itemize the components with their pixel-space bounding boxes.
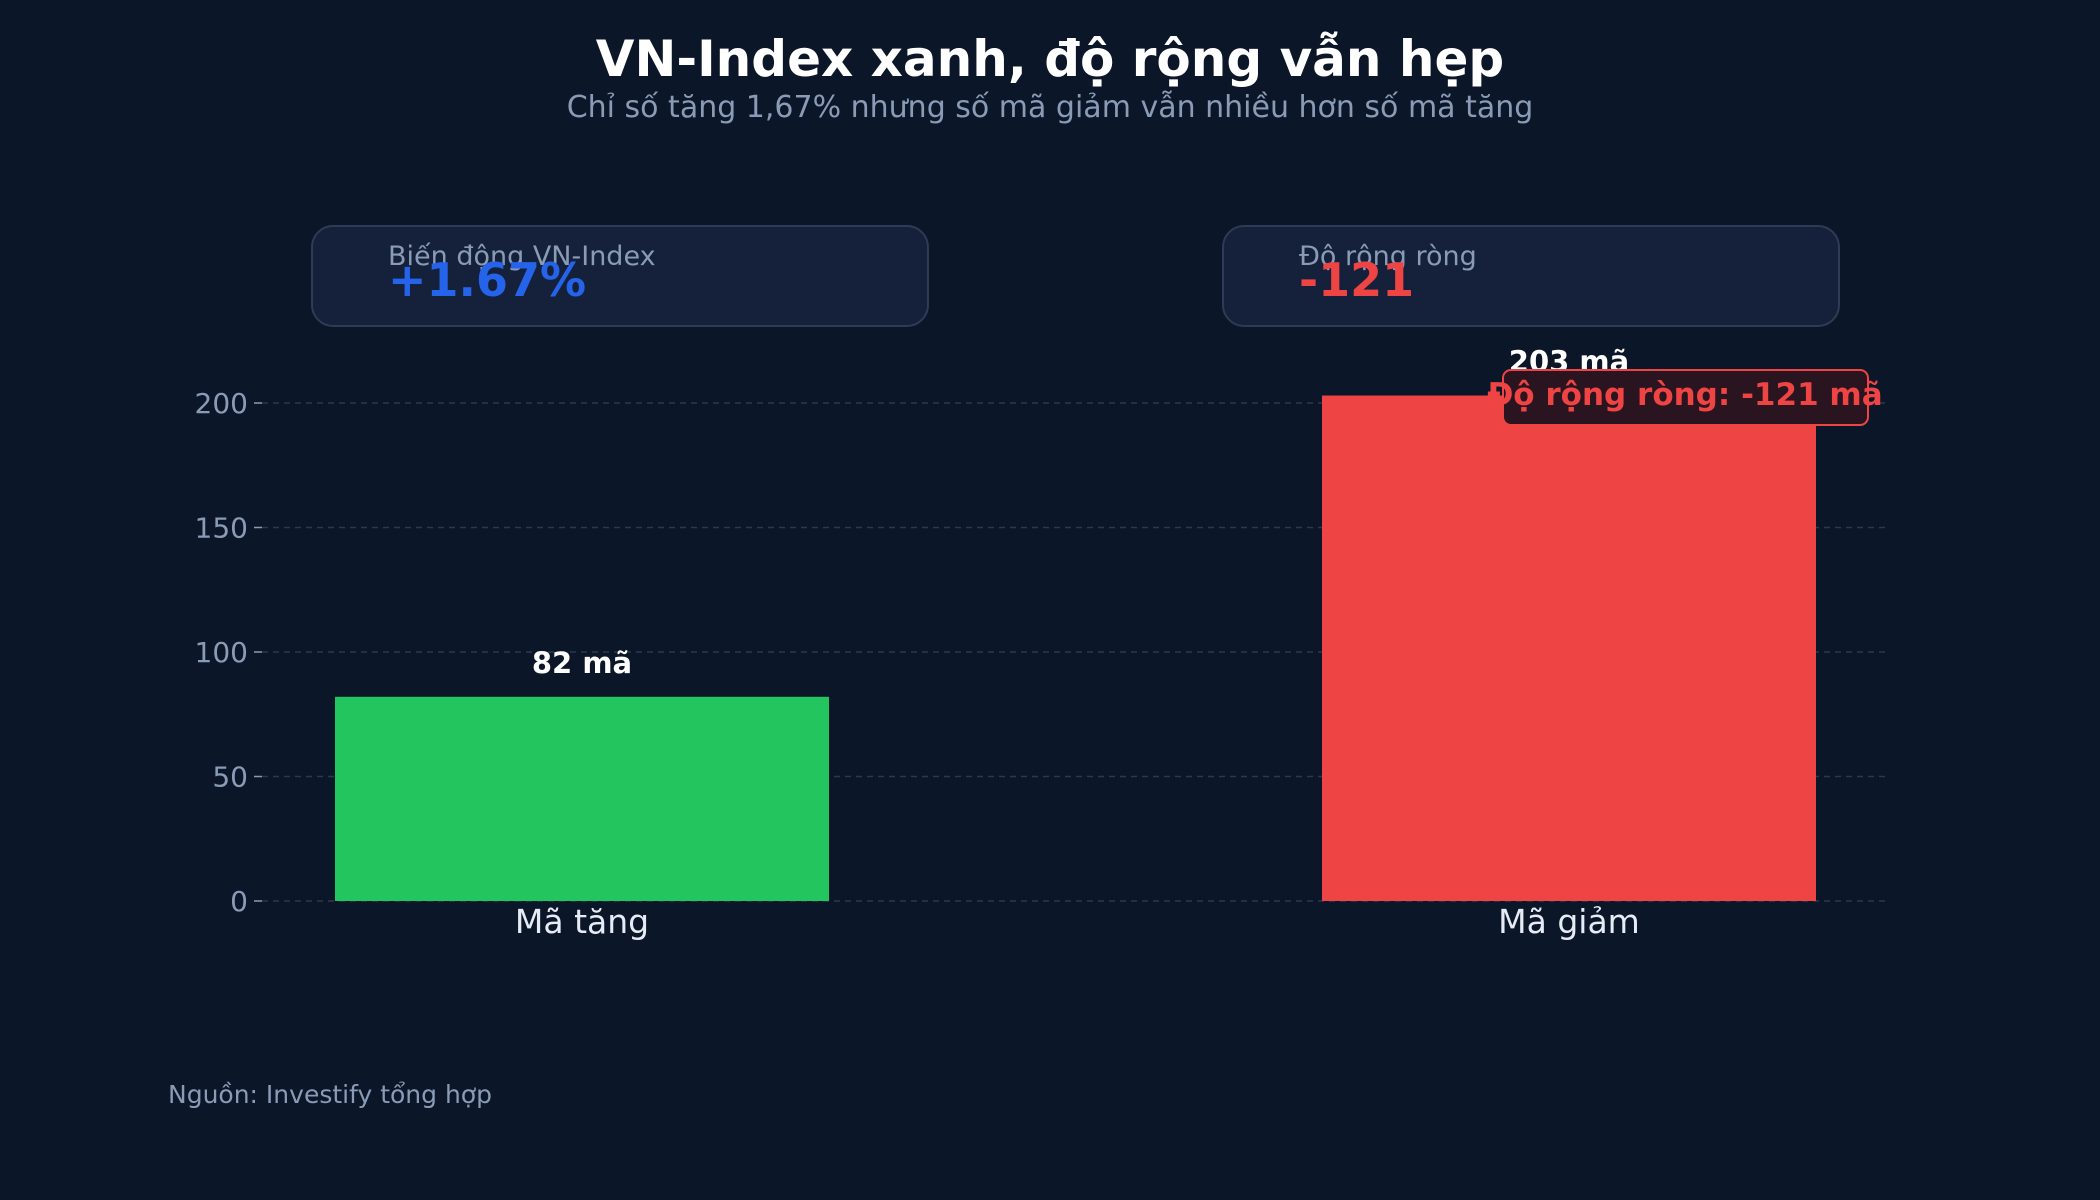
bar-value-label: 82 mã	[532, 646, 632, 680]
y-tick-label: 100	[195, 636, 248, 669]
kpi-label: Biến động VN-Index	[388, 241, 656, 272]
chart-subtitle: Chỉ số tăng 1,67% nhưng số mã giảm vẫn n…	[566, 90, 1534, 125]
y-tick-label: 200	[195, 387, 248, 420]
kpi-value: +1.67%	[388, 253, 587, 307]
bar	[1322, 395, 1816, 901]
kpi-value: -121	[1299, 253, 1415, 307]
source-note: Nguồn: Investify tổng hợp	[168, 1080, 492, 1109]
x-category-label: Mã giảm	[1498, 902, 1640, 941]
x-category-label: Mã tăng	[515, 902, 649, 941]
kpi-card-index-change: Biến động VN-Index +1.67%	[311, 225, 929, 327]
annotation-text: Độ rộng ròng: -121 mã	[1487, 377, 1882, 413]
y-tick-label: 150	[195, 512, 248, 545]
chart-title: VN-Index xanh, độ rộng vẫn hẹp	[595, 30, 1505, 88]
annotation-box	[1502, 369, 1869, 426]
y-tick-label: 0	[230, 885, 248, 918]
kpi-card-net-breadth: Độ rộng ròng -121	[1222, 225, 1840, 327]
bar	[335, 696, 829, 901]
kpi-label: Độ rộng ròng	[1299, 241, 1477, 272]
y-tick-label: 50	[212, 761, 248, 794]
